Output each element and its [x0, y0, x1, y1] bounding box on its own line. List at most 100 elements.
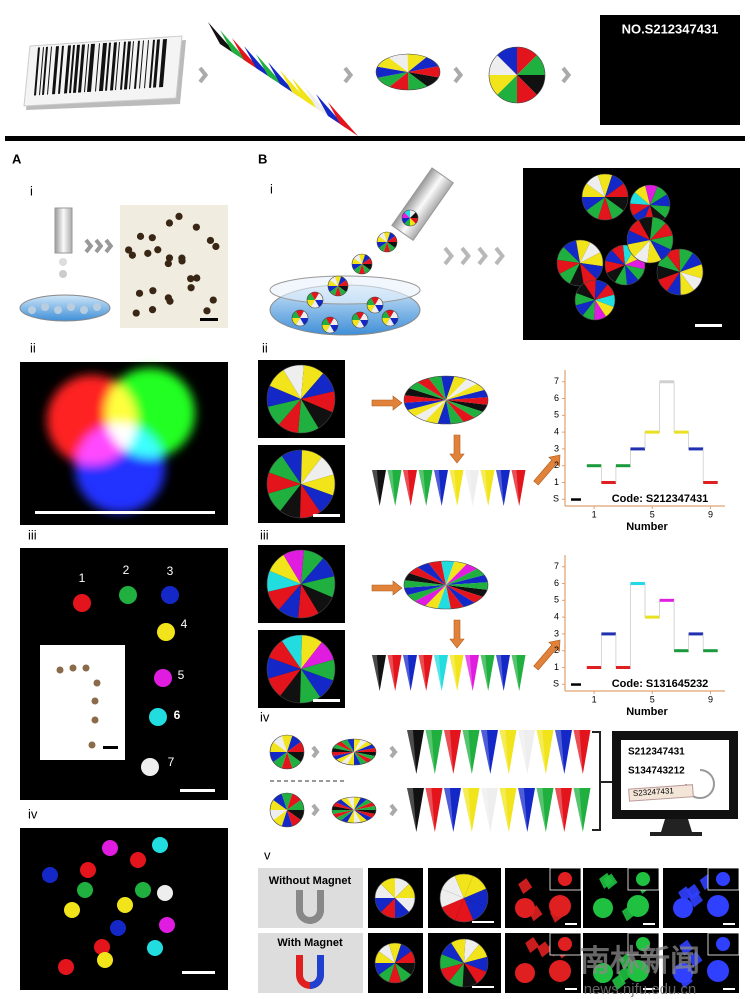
- sphere-wedge: [446, 582, 489, 590]
- sphere-wedge: [300, 484, 321, 518]
- sphere-wedge: [629, 219, 650, 240]
- cone: [555, 788, 572, 832]
- chevron: [389, 745, 398, 759]
- sphere-wedge: [287, 752, 301, 769]
- sphere-wedge: [287, 800, 304, 810]
- dot-label: 4: [181, 617, 188, 631]
- sphere-outline: [403, 375, 489, 425]
- sphere-wedge: [614, 265, 627, 285]
- sphere-wedge: [301, 642, 334, 669]
- y-tick-label: 2: [554, 645, 559, 655]
- sphere-wedge: [395, 898, 415, 913]
- sphere-wedge: [446, 400, 475, 422]
- sphere-wedge: [301, 576, 335, 598]
- sphere-wedge: [301, 669, 334, 698]
- sphere-wedge: [347, 739, 354, 752]
- dot: [80, 862, 96, 878]
- sphere-wedge: [446, 383, 485, 400]
- sub-label: iv: [260, 709, 270, 724]
- sphere-wedge: [267, 472, 301, 494]
- fluor: [618, 953, 633, 970]
- chevron: [343, 66, 354, 84]
- dot: [80, 306, 88, 314]
- sphere-wedge: [296, 318, 304, 326]
- barcode-bar: [120, 41, 126, 90]
- scale-bar: [313, 699, 340, 702]
- code-annotation: Code: S212347431: [612, 493, 709, 505]
- sphere-wedge: [268, 669, 301, 696]
- sphere-wedge: [273, 752, 287, 769]
- dot: [41, 303, 49, 311]
- dot: [152, 837, 168, 853]
- legend-bar: [571, 498, 581, 501]
- sphere-wedge: [329, 276, 338, 286]
- sphere-outline: [656, 248, 704, 296]
- sphere-wedge: [404, 573, 446, 585]
- cone-shade: [536, 730, 546, 774]
- sphere-wedge: [446, 575, 488, 585]
- sphere-wedge: [287, 752, 304, 762]
- sphere-wedge: [441, 898, 464, 921]
- sphere-wedge: [338, 280, 348, 286]
- sphere-wedge: [650, 223, 673, 240]
- sphere-wedge: [517, 75, 537, 103]
- cone: [496, 655, 510, 691]
- dot: [636, 872, 650, 886]
- sphere-outline: [291, 309, 309, 327]
- barcode-bar: [139, 40, 144, 89]
- sphere-wedge: [417, 378, 446, 400]
- barcode-bar: [115, 42, 120, 91]
- sphere-wedge: [576, 239, 591, 263]
- sphere-wedge: [625, 265, 639, 285]
- dot: [73, 594, 91, 612]
- dot: [716, 937, 730, 951]
- sphere-wedge: [356, 312, 364, 320]
- sphere-wedge: [300, 669, 321, 703]
- barcode-bar: [149, 39, 155, 88]
- sphere-wedge: [665, 249, 680, 272]
- sphere-wedge: [441, 942, 464, 963]
- sphere-wedge: [338, 286, 348, 292]
- barcode-bar: [105, 42, 111, 91]
- tag: [628, 784, 694, 802]
- cone: [449, 655, 464, 691]
- sphere-wedge: [446, 585, 464, 609]
- sphere-wedge: [354, 739, 367, 752]
- cone-shade: [480, 470, 489, 506]
- barcode-bar: [134, 40, 140, 89]
- sub-label: ii: [30, 340, 36, 355]
- sphere-wedge: [387, 232, 396, 242]
- dot: [110, 920, 126, 936]
- sphere-outline: [439, 938, 489, 988]
- sphere-wedge: [606, 265, 625, 283]
- sphere-wedge: [326, 317, 334, 325]
- sphere-outline: [306, 291, 324, 309]
- y-tick-label: 6: [554, 578, 559, 588]
- cone-shade: [444, 730, 454, 774]
- pipette: [391, 167, 454, 241]
- scale-bar: [200, 318, 218, 321]
- sub-label: v: [264, 847, 271, 862]
- fluor: [525, 937, 540, 954]
- sphere-wedge: [569, 263, 584, 286]
- dot: [82, 664, 90, 672]
- sphere-wedge: [354, 799, 372, 810]
- chevron: [104, 238, 114, 254]
- dot: [549, 895, 571, 917]
- sphere-wedge: [301, 659, 336, 681]
- sphere-wedge: [352, 258, 362, 264]
- sphere-wedge: [354, 805, 376, 810]
- sphere-outline: [581, 173, 629, 221]
- sphere-wedge: [594, 300, 607, 321]
- sphere-wedge: [375, 898, 395, 913]
- cone: [387, 470, 402, 506]
- sphere-wedge: [281, 635, 302, 669]
- y-tick-label: 6: [554, 393, 559, 403]
- sphere-wedge: [404, 218, 410, 226]
- cone: [536, 730, 554, 774]
- sphere-wedge: [425, 400, 446, 424]
- sphere-wedge: [658, 272, 680, 291]
- y-tick-label: 1: [554, 477, 559, 487]
- fluor: [688, 951, 703, 968]
